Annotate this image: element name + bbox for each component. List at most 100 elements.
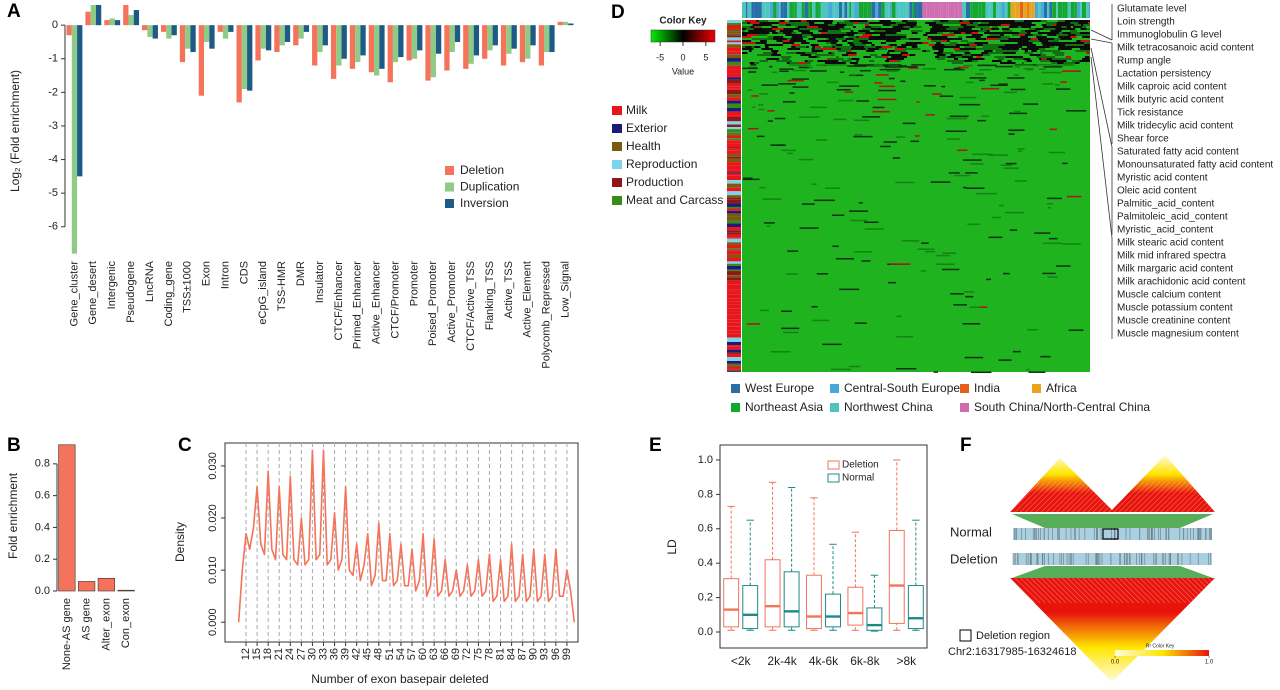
heatmap-cell: [761, 22, 771, 24]
group-bar-cell: [974, 2, 979, 18]
group-bar-cell: [727, 291, 741, 295]
heatmap-cell: [759, 22, 762, 24]
group-bar-cell: [858, 2, 864, 18]
x-tick-label: Intergenic: [106, 261, 118, 310]
group-bar-cell: [727, 69, 741, 74]
x-tick-label: 57: [406, 648, 418, 660]
heatmap-cell: [1027, 60, 1033, 62]
bar: [349, 25, 356, 69]
heatmap-cell: [787, 22, 798, 24]
ld-hatch: [1134, 481, 1166, 513]
heatmap-cell: [1043, 28, 1056, 30]
group-bar-cell: [1028, 2, 1032, 18]
heatmap-cell: [1057, 20, 1065, 22]
heatmap-cell: [1014, 20, 1024, 22]
x-tick-label: CTCF/Enhancer: [333, 261, 345, 341]
group-bar-cell: [828, 2, 833, 18]
group-bar-cell: [1062, 2, 1065, 18]
heatmap-cell: [968, 20, 981, 22]
heatmap-cell: [800, 38, 804, 40]
heatmap-cell: [872, 106, 885, 109]
heatmap-cell: [963, 291, 975, 293]
heatmap-cell: [758, 108, 765, 111]
heatmap-cell: [850, 38, 854, 40]
heatmap-cell: [1026, 32, 1031, 34]
heatmap-cell: [1010, 62, 1016, 64]
heatmap-cell: [1024, 60, 1028, 62]
heatmap-cell: [984, 32, 990, 34]
heatmap-cell: [941, 85, 945, 88]
ld-hatch: [1092, 577, 1119, 604]
heatmap-cell: [1069, 30, 1078, 32]
heatmap-cell: [894, 46, 898, 48]
group-bar-cell: [727, 158, 741, 163]
heatmap-cell: [945, 130, 967, 133]
heatmap-cell: [957, 149, 968, 152]
heatmap-cell: [817, 40, 830, 42]
group-bar-cell: [727, 237, 741, 239]
group-bar-cell: [820, 2, 826, 18]
heatmap-cell: [1000, 24, 1010, 26]
heatmap-cell: [836, 89, 851, 91]
ld-hatch: [1087, 481, 1119, 513]
heatmap-cell: [1063, 36, 1071, 38]
group-bar-cell: [754, 2, 759, 18]
heatmap-cell: [867, 32, 880, 34]
heatmap-cell: [965, 28, 969, 30]
heatmap-cell: [787, 152, 793, 155]
bar: [166, 25, 172, 39]
row-label: Tick resistance: [1117, 108, 1184, 119]
heatmap-cell: [1048, 237, 1058, 240]
heatmap-cell: [962, 20, 966, 22]
heatmap-cell: [885, 60, 890, 62]
bar: [322, 25, 328, 46]
heatmap-cell: [1028, 28, 1036, 30]
heatmap-cell: [1034, 65, 1039, 67]
heatmap-cell: [773, 36, 780, 38]
ld-hatch: [1207, 577, 1233, 604]
heatmap-cell: [1013, 58, 1024, 60]
heatmap-cell: [1003, 272, 1010, 275]
ld-hatch: [1129, 481, 1160, 513]
heatmap-cell: [853, 119, 870, 122]
heatmap-cell: [892, 157, 901, 159]
heatmap-cell: [858, 22, 870, 24]
group-bar-cell: [727, 88, 741, 90]
bar: [557, 21, 563, 26]
heatmap-cell: [941, 268, 960, 271]
heatmap-cell: [1046, 58, 1049, 60]
legend-label: Northwest China: [844, 400, 933, 414]
heatmap-cell: [879, 34, 884, 36]
heatmap-cell: [1075, 34, 1086, 36]
heatmap-cell: [911, 46, 918, 48]
heatmap-cell: [880, 22, 891, 24]
group-bar-cell: [779, 2, 781, 18]
heatmap-cell: [1056, 34, 1069, 36]
x-tick-label: 2k-4k: [767, 654, 797, 668]
heatmap-cell: [1082, 58, 1090, 60]
heatmap-cell: [1046, 202, 1054, 205]
heatmap-cell: [1059, 32, 1063, 34]
bar: [255, 25, 261, 61]
heatmap-cell: [1068, 48, 1072, 50]
group-bar-cell: [727, 263, 741, 266]
heatmap-cell: [786, 273, 798, 275]
heatmap-cell: [972, 46, 977, 48]
heatmap-cell: [1040, 54, 1046, 56]
heatmap-cell: [866, 30, 870, 32]
heatmap-cell: [784, 60, 793, 62]
heatmap-cell: [1031, 64, 1038, 66]
heatmap-cell: [812, 46, 816, 48]
ld-hatch: [1186, 577, 1213, 604]
heatmap-cell: [1013, 44, 1019, 46]
heatmap-cell: [764, 44, 771, 46]
legend-label: Duplication: [460, 180, 519, 194]
bar: [473, 25, 480, 56]
heatmap-cell: [858, 30, 867, 32]
bar: [97, 577, 115, 592]
legend-label: Deletion: [460, 163, 504, 177]
x-tick-label: 99: [561, 648, 573, 660]
heatmap-cell: [876, 38, 887, 40]
heatmap-cell: [754, 46, 761, 48]
bar: [525, 25, 531, 59]
